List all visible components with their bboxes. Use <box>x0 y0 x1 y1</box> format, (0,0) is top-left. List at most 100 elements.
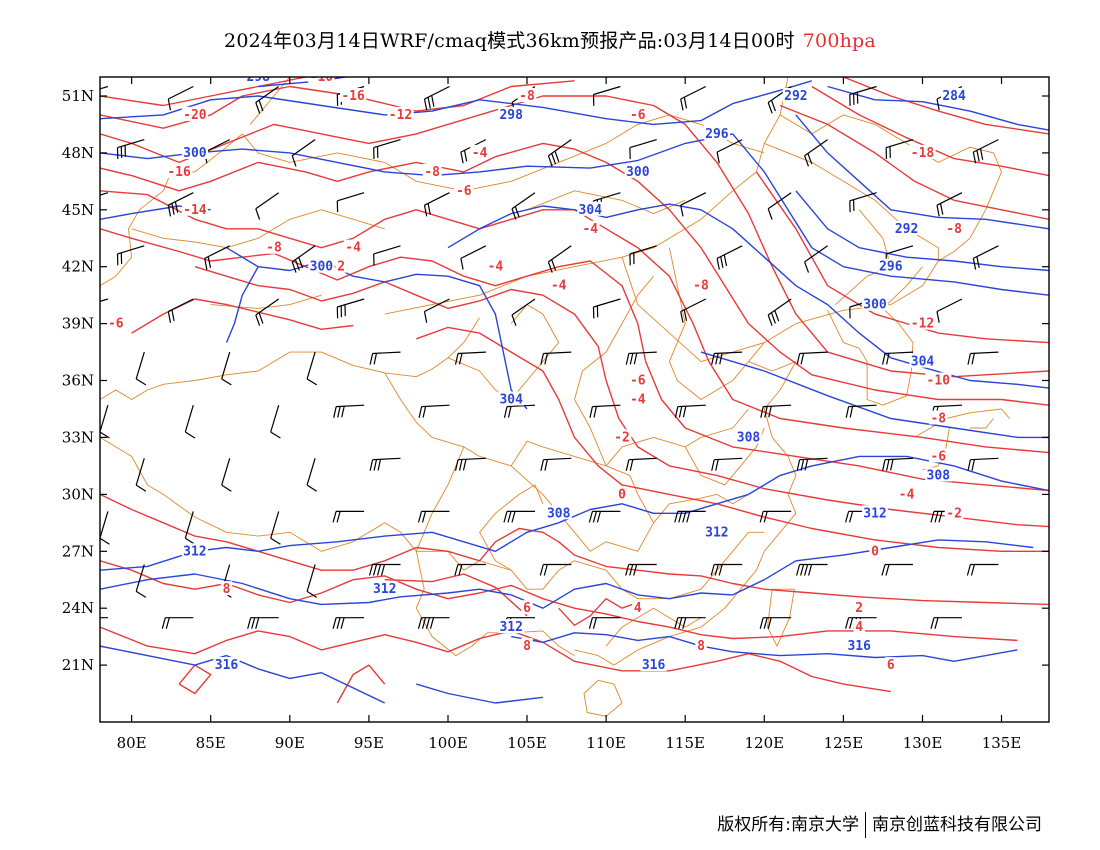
contour-label-bg <box>691 277 711 292</box>
wind-barb <box>804 245 828 273</box>
contour-label: -8 <box>946 222 962 237</box>
contour-label-bg <box>245 77 272 83</box>
contour-label: 4 <box>855 620 863 635</box>
lon-label: 115E <box>665 734 705 752</box>
wind-barb <box>460 245 487 270</box>
temperature-isoline <box>100 80 575 129</box>
contour-label-bg <box>213 657 240 672</box>
lon-label: 85E <box>196 734 226 752</box>
wind-barb <box>849 85 877 106</box>
temperature-isoline <box>384 573 528 617</box>
plot-frame <box>99 76 1050 723</box>
contour-label-bg <box>877 258 904 273</box>
contour-label-bg <box>486 258 505 273</box>
contour-label: 308 <box>547 506 571 521</box>
contour-label: -12 <box>389 108 412 123</box>
contour-label: 8 <box>523 639 531 654</box>
border-line <box>249 77 291 125</box>
wind-barb <box>454 563 486 576</box>
lon-label: 100E <box>428 734 468 752</box>
wind-barb <box>247 617 279 629</box>
wind-barb <box>592 85 621 106</box>
contour-label-bg <box>925 467 952 482</box>
contour-label-bg <box>782 88 809 102</box>
border-line <box>914 408 1010 438</box>
contour-label: 0 <box>618 487 626 502</box>
wind-barb <box>306 564 318 598</box>
contour-label-bg <box>577 201 604 216</box>
contour-label: 308 <box>737 430 761 445</box>
geopotential-isoline <box>226 247 528 410</box>
wind-barb <box>418 404 450 418</box>
lat-label: 30N <box>62 485 94 503</box>
temperature-isoline <box>100 190 1049 454</box>
border-line <box>479 484 544 571</box>
contour-label: 304 <box>499 393 523 408</box>
temperature-isoline <box>100 142 1049 406</box>
contour-label: 316 <box>642 658 666 673</box>
wind-barb <box>135 564 147 598</box>
wind-barb <box>539 563 572 576</box>
contour-label: -4 <box>488 260 504 275</box>
contour-label-bg <box>853 619 865 634</box>
temperature-isoline <box>843 77 1049 135</box>
copyright-company: 南京创蓝科技有限公司 <box>872 815 1042 835</box>
wind-barb <box>336 298 365 319</box>
latitude-labels: 51N 48N 45N 42N 39N 36N 33N 30N 27N 24N 21N <box>62 87 94 674</box>
contour-label-bg <box>853 600 865 615</box>
contour-label: 312 <box>499 620 522 635</box>
wind-barb <box>967 457 999 471</box>
temperature-isoline <box>336 664 386 704</box>
wind-barb <box>167 192 194 217</box>
contour-label-bg <box>166 163 193 178</box>
wind-barb <box>966 563 999 576</box>
wind-barb <box>711 351 743 365</box>
contour-label-bg <box>628 391 648 406</box>
contour-label-bg <box>893 220 920 235</box>
temperature-isoline <box>779 104 1049 220</box>
wind-barb <box>972 245 999 270</box>
temperature-isoline <box>100 95 1049 378</box>
wind-barb <box>100 511 110 545</box>
axis-ticks <box>100 77 1049 722</box>
wind-barb <box>368 563 401 576</box>
contour-label: 312 <box>705 525 728 540</box>
contour-label: 300 <box>863 298 887 313</box>
border-line <box>668 247 749 400</box>
geopotential-isoline <box>795 190 1049 272</box>
contour-label: -4 <box>899 487 915 502</box>
wind-barb <box>882 457 914 471</box>
wind-barb <box>767 192 792 220</box>
wind-barb <box>711 457 743 471</box>
contour-label: -10 <box>927 374 951 389</box>
contour-label: 304 <box>911 355 935 370</box>
wind-barb <box>255 192 280 220</box>
contour-label: 300 <box>183 146 207 161</box>
geopotential-isoline <box>511 632 1018 662</box>
contour-label: 312 <box>863 506 886 521</box>
border-line <box>684 427 765 486</box>
wind-barb <box>588 617 621 629</box>
lat-label: 45N <box>62 201 94 219</box>
contour-label-bg <box>308 77 335 83</box>
lon-label: 105E <box>507 734 547 752</box>
title-text: 2024年03月14日WRF/cmaq模式36km预报产品:03月14日00时 <box>224 30 795 52</box>
wind-barb <box>796 457 828 471</box>
wind-barb <box>881 563 913 576</box>
temperature-isoline <box>100 626 891 693</box>
wind-barb <box>629 139 657 160</box>
wind-barb <box>716 139 743 164</box>
wind-barb <box>167 298 194 323</box>
contour-label-bg <box>861 296 889 311</box>
contour-label: -4 <box>630 393 646 408</box>
contour-label-bg <box>343 239 363 254</box>
wind-barb <box>845 404 877 418</box>
contour-label: 6 <box>523 601 531 616</box>
contour-label: 296 <box>879 260 903 275</box>
border-line <box>384 372 749 467</box>
contour-label-bg <box>521 600 533 615</box>
wind-barb <box>882 351 914 365</box>
wind-barb <box>588 510 621 523</box>
wind-barbs <box>100 85 999 629</box>
wind-barb <box>204 245 230 270</box>
